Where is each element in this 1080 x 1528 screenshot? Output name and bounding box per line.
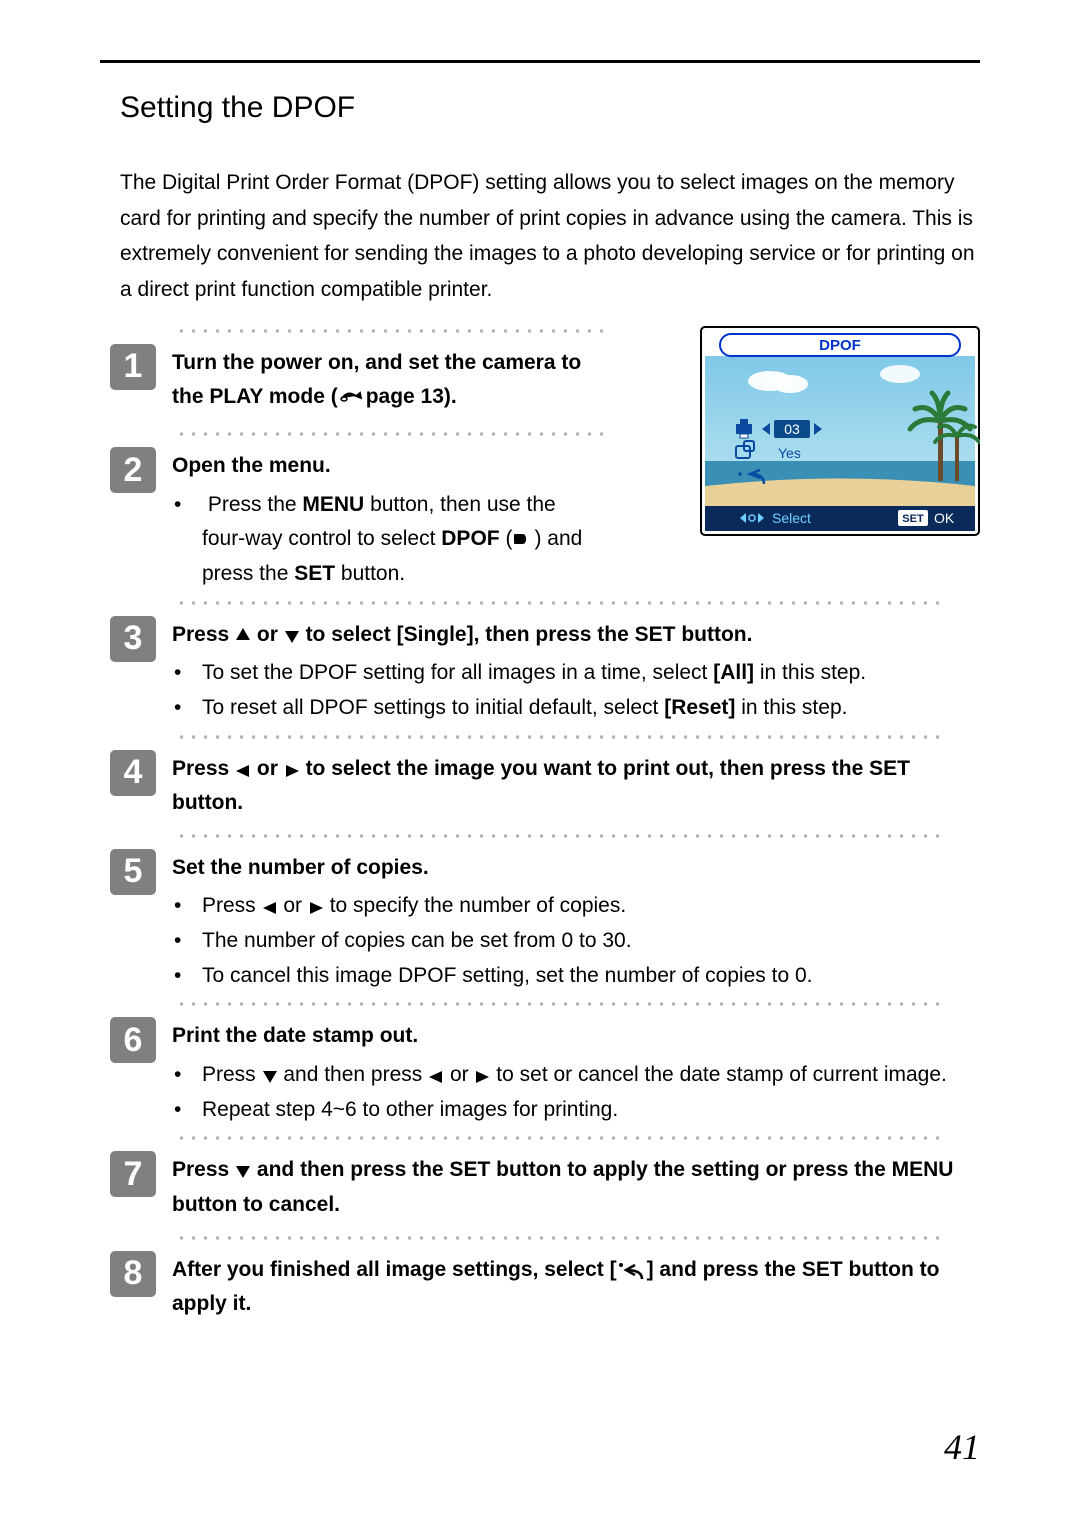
step3-bullet-1: To set the DPOF setting for all images i… <box>202 656 980 691</box>
right-arrow-icon <box>474 1070 490 1084</box>
step-6: 6 Print the date stamp out. Press and th… <box>110 1013 980 1127</box>
step2-bullet-1: Press the MENU button, then use the four… <box>202 488 602 592</box>
step5-bullet-2: The number of copies can be set from 0 t… <box>202 924 980 959</box>
step-7: 7 Press and then press the SET button to… <box>110 1147 980 1222</box>
steps-container: DPOF 03 <box>110 326 980 1322</box>
step5-head: Set the number of copies. <box>172 851 980 886</box>
right-arrow-icon <box>308 901 324 915</box>
step-number: 8 <box>110 1251 156 1297</box>
step6-head: Print the date stamp out. <box>172 1019 980 1054</box>
step2-head: Open the menu. <box>172 449 602 484</box>
step-number: 2 <box>110 447 156 493</box>
top-rule <box>100 60 980 63</box>
left-arrow-icon <box>428 1070 444 1084</box>
step6-bullet-2: Repeat step 4~6 to other images for prin… <box>202 1093 980 1128</box>
right-arrow-icon <box>284 764 300 778</box>
step-number: 7 <box>110 1151 156 1197</box>
step-1: 1 Turn the power on, and set the camera … <box>110 340 980 415</box>
dpof-icon <box>512 530 534 548</box>
step5-bullet-1: Press or to specify the number of copies… <box>202 889 980 924</box>
step3-bullet-2: To reset all DPOF settings to initial de… <box>202 691 980 726</box>
step-number: 3 <box>110 616 156 662</box>
down-arrow-icon <box>235 1165 251 1179</box>
up-arrow-icon <box>235 627 251 641</box>
page-number: 41 <box>944 1426 980 1468</box>
down-arrow-icon <box>284 630 300 644</box>
step6-bullet-1: Press and then press or to set or cancel… <box>202 1058 980 1093</box>
step-3: 3 Press or to select [Single], then pres… <box>110 612 980 726</box>
step-4: 4 Press or to select the image you want … <box>110 746 980 821</box>
step-5: 5 Set the number of copies. Press or to … <box>110 845 980 994</box>
step-8: 8 After you finished all image settings,… <box>110 1247 980 1322</box>
down-arrow-icon <box>262 1070 278 1084</box>
step1-text-b: page 13). <box>366 385 457 408</box>
step-2: 2 Open the menu. Press the MENU button, … <box>110 443 980 592</box>
page-ref-icon <box>338 388 366 406</box>
back-icon <box>617 1261 647 1279</box>
step-number: 1 <box>110 344 156 390</box>
intro-paragraph: The Digital Print Order Format (DPOF) se… <box>120 165 980 308</box>
step5-bullet-3: To cancel this image DPOF setting, set t… <box>202 959 980 994</box>
step-number: 6 <box>110 1017 156 1063</box>
step-number: 5 <box>110 849 156 895</box>
left-arrow-icon <box>262 901 278 915</box>
page-title: Setting the DPOF <box>120 91 980 125</box>
left-arrow-icon <box>235 764 251 778</box>
screenshot-copies: 03 <box>784 421 800 437</box>
step-number: 4 <box>110 750 156 796</box>
